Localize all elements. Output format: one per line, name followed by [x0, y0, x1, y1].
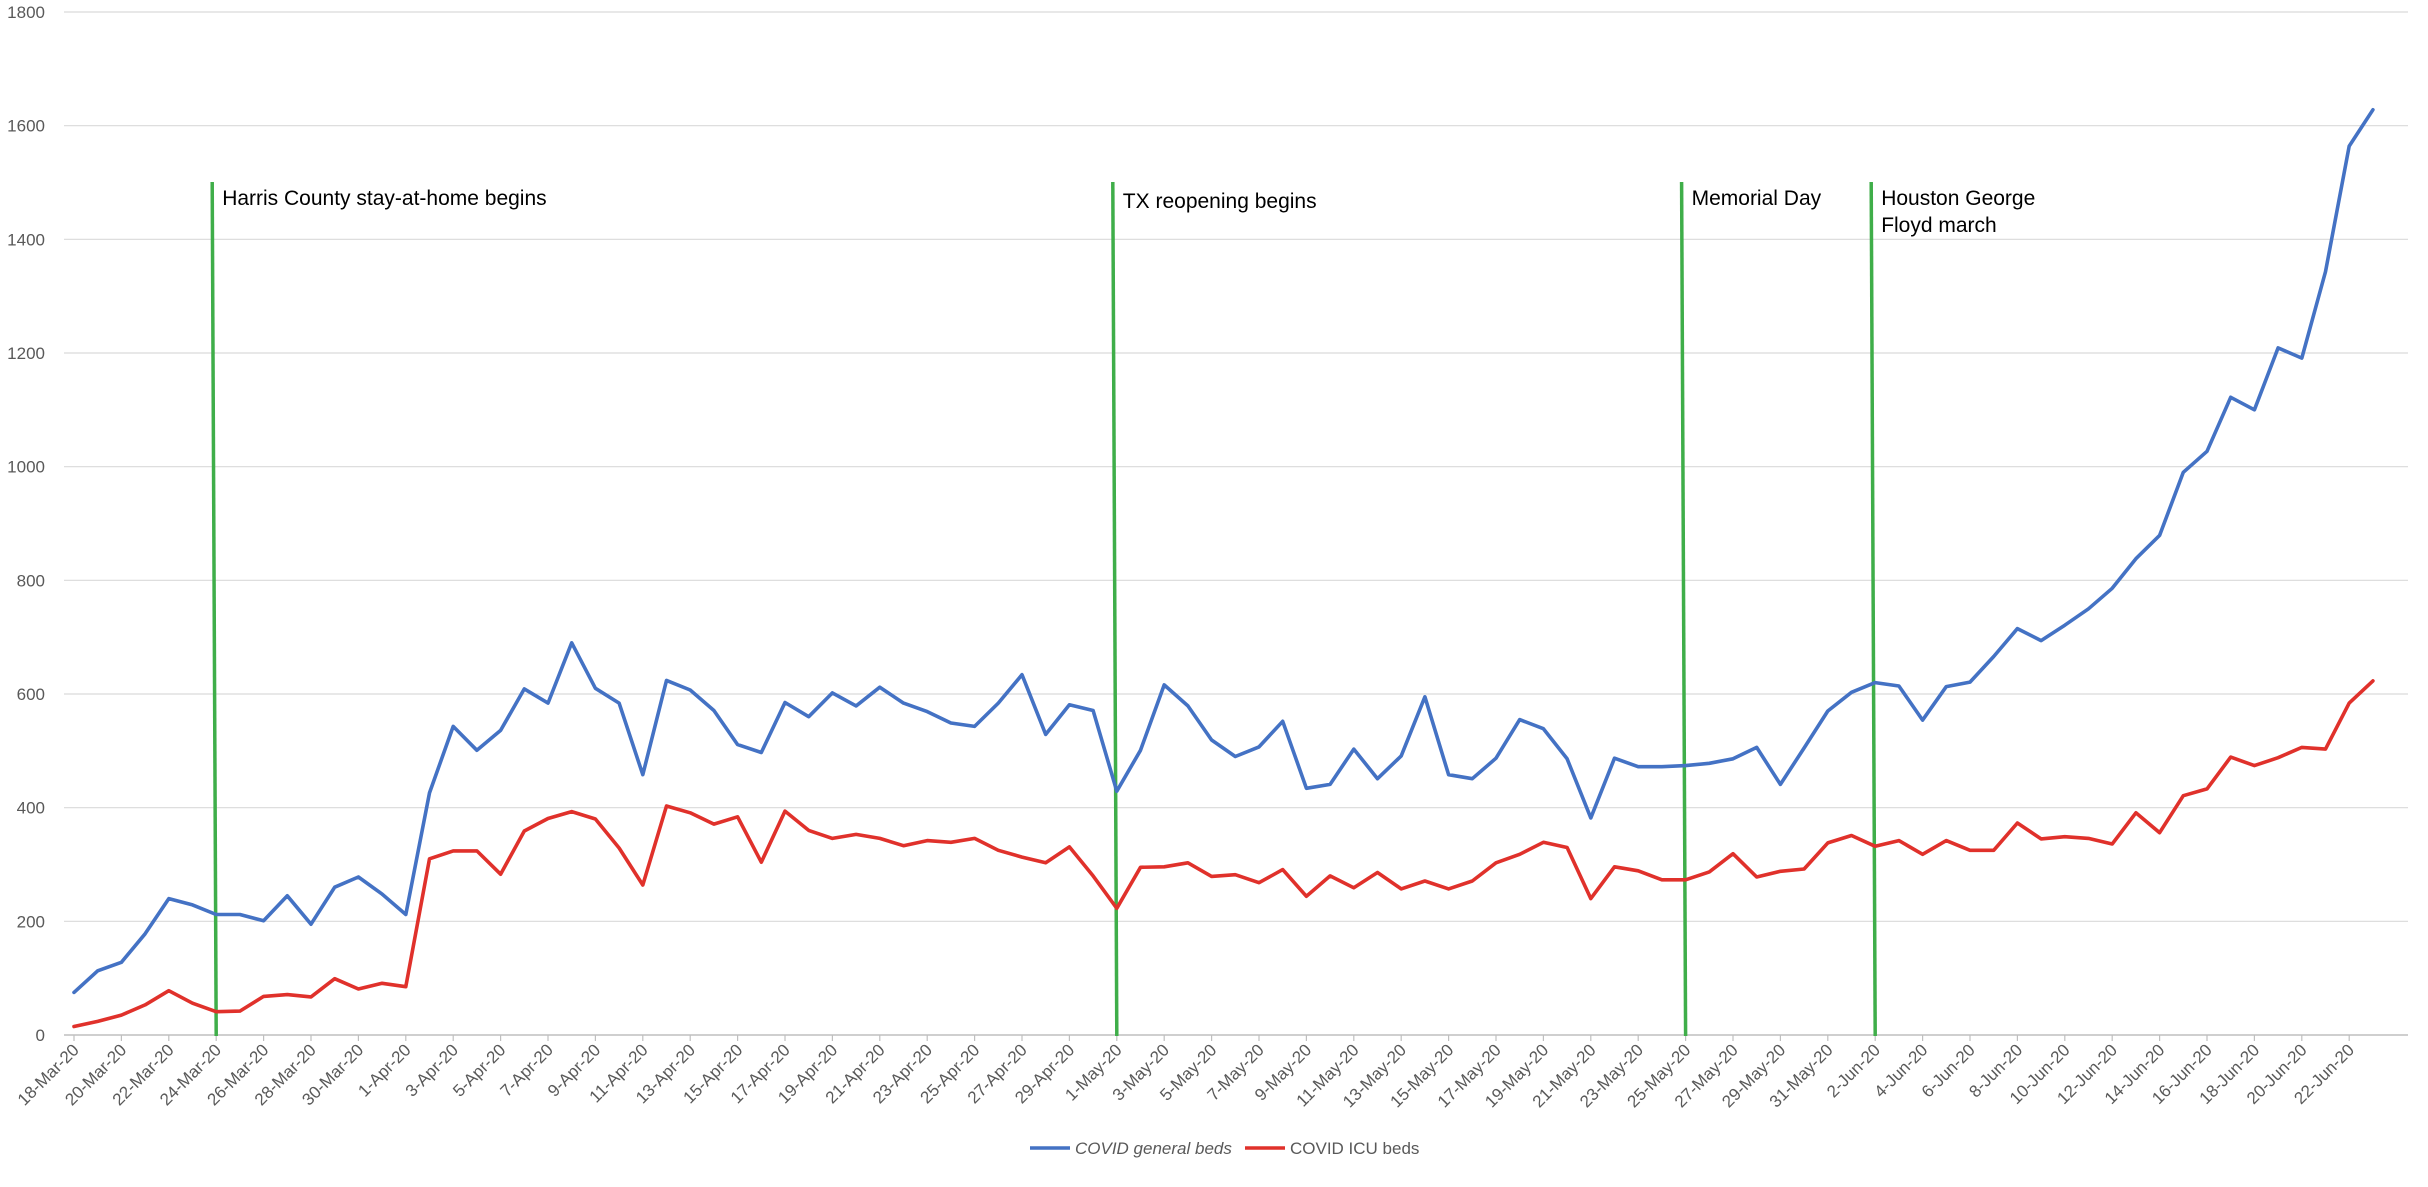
series-line-covid-icu-beds [72, 679, 2375, 1029]
event-marker-line [1111, 181, 1119, 1037]
event-label-line: Floyd march [1881, 214, 1997, 237]
event-label-line: Harris County stay-at-home begins [222, 187, 546, 210]
y-tick-label: 1800 [7, 3, 45, 22]
event-label-line: TX reopening begins [1123, 190, 1317, 213]
y-axis-tick-labels: 0 200 400 600 800 1000 1200 1400 1600 1800 [7, 3, 45, 1045]
y-tick-label: 400 [17, 799, 45, 818]
event-label: Houston George Floyd march [1881, 187, 2035, 237]
event-label: Harris County stay-at-home begins [222, 187, 546, 210]
event-annotations: Harris County stay-at-home begins TX reop… [210, 181, 2035, 1037]
event-label-line: Houston George [1881, 187, 2035, 210]
y-tick-label: 1400 [7, 230, 45, 249]
x-axis-tick-labels: 18-Mar-2020-Mar-2022-Mar-2024-Mar-2026-M… [14, 1035, 2358, 1111]
legend-label-covid-general-beds: COVID general beds [1075, 1139, 1232, 1158]
y-tick-label: 0 [36, 1026, 45, 1045]
event-marker-line [210, 181, 218, 1037]
y-tick-label: 1200 [7, 344, 45, 363]
legend-label-covid-icu-beds: COVID ICU beds [1290, 1139, 1419, 1158]
series-line-covid-general-beds [72, 108, 2375, 995]
legend: COVID general beds COVID ICU beds [1030, 1139, 1419, 1158]
event-label: TX reopening begins [1123, 190, 1317, 213]
y-tick-label: 1000 [7, 458, 45, 477]
y-tick-label: 800 [17, 571, 45, 590]
event-marker-line [1869, 181, 1877, 1037]
event-label-line: Memorial Day [1692, 187, 1822, 210]
y-tick-label: 600 [17, 685, 45, 704]
y-tick-label: 1600 [7, 117, 45, 136]
gridlines [64, 11, 2408, 1036]
event-label: Memorial Day [1692, 187, 1822, 210]
series-lines [72, 108, 2375, 1029]
y-tick-label: 200 [17, 912, 45, 931]
event-marker-line [1679, 181, 1688, 1037]
